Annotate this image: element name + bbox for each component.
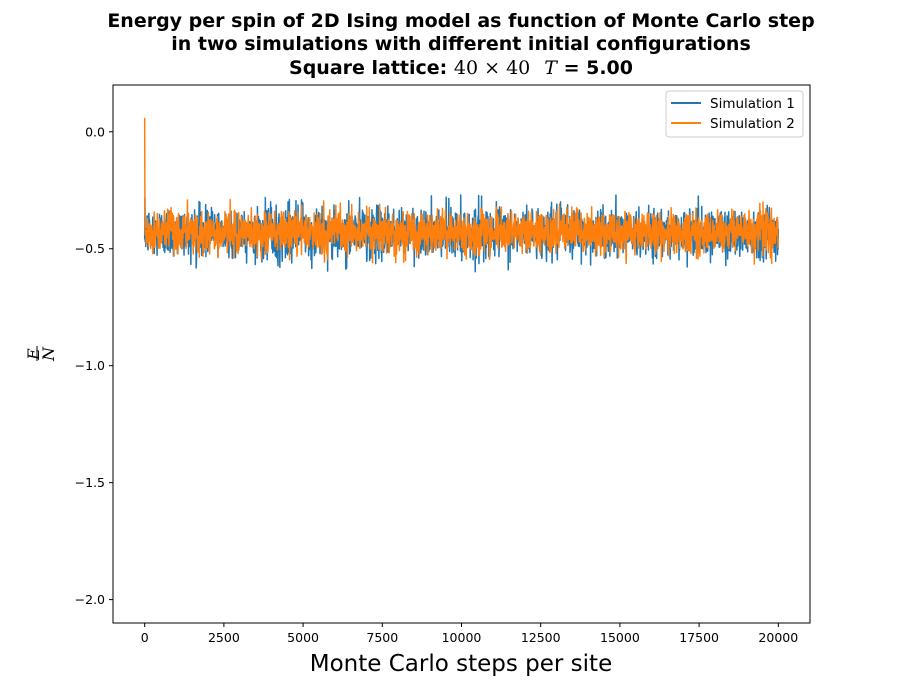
title-line-2: in two simulations with different initia… bbox=[171, 33, 751, 55]
x-tick-label: 0 bbox=[141, 630, 149, 645]
y-axis: 0.0 −0.5 −1.0 −1.5 −2.0 bbox=[75, 124, 113, 607]
y-tick-label: 0.0 bbox=[85, 124, 105, 139]
x-tick-label: 10000 bbox=[442, 630, 482, 645]
plot-frame bbox=[112, 84, 811, 624]
x-tick-label: 20000 bbox=[758, 630, 798, 645]
title-temp-symbol: T bbox=[544, 57, 558, 79]
x-tick-label: 17500 bbox=[679, 630, 719, 645]
legend-label-simulation-1: Simulation 1 bbox=[710, 96, 795, 112]
y-tick-label: −0.5 bbox=[75, 241, 105, 256]
legend: Simulation 1 Simulation 2 bbox=[665, 90, 804, 138]
title-line-1: Energy per spin of 2D Ising model as fun… bbox=[107, 10, 814, 32]
x-tick-label: 12500 bbox=[521, 630, 561, 645]
x-tick-label: 5000 bbox=[287, 630, 319, 645]
title-temp-value: = 5.00 bbox=[557, 57, 633, 79]
title-lattice-size: 40 × 40 bbox=[454, 57, 530, 79]
x-tick-label: 7500 bbox=[366, 630, 398, 645]
y-tick-label: −2.0 bbox=[75, 592, 105, 607]
series-line-2 bbox=[143, 117, 780, 265]
x-tick-label: 15000 bbox=[600, 630, 640, 645]
y-label-numerator: E bbox=[24, 348, 43, 361]
title-line-3: Square lattice: 40 × 40 T = 5.00 bbox=[289, 57, 633, 79]
chart-title: Energy per spin of 2D Ising model as fun… bbox=[107, 10, 814, 79]
y-tick-label: −1.5 bbox=[75, 475, 105, 490]
legend-label-simulation-2: Simulation 2 bbox=[710, 116, 795, 132]
x-axis-label: Monte Carlo steps per site bbox=[310, 651, 612, 677]
x-tick-label: 2500 bbox=[208, 630, 240, 645]
y-label-denominator: N bbox=[39, 346, 58, 362]
series-layer bbox=[143, 117, 780, 273]
x-axis: 0 2500 5000 7500 10000 12500 15000 17500 20000 bbox=[141, 623, 798, 645]
y-tick-label: −1.0 bbox=[75, 358, 105, 373]
y-axis-label: E N bbox=[24, 346, 58, 362]
title-lattice-prefix: Square lattice: bbox=[289, 57, 454, 79]
